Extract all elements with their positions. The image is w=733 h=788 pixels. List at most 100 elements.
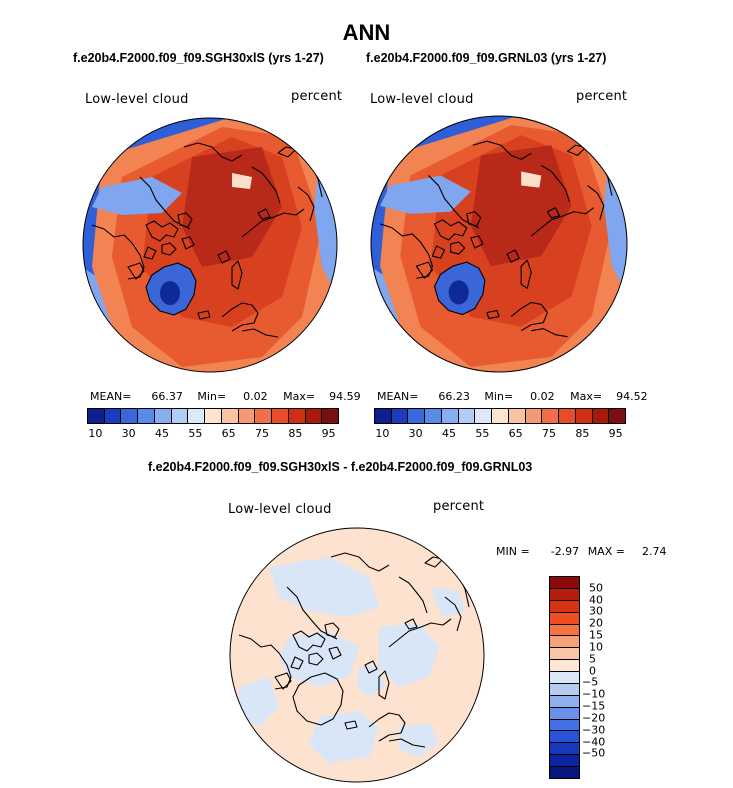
coastline <box>181 236 195 250</box>
coastline <box>127 262 145 280</box>
field-pale-spot <box>521 171 542 188</box>
coastline <box>472 140 532 160</box>
colorbar-swatch <box>559 409 576 423</box>
colorbar-swatch <box>154 409 172 423</box>
coastline <box>506 249 520 263</box>
field-negative-region <box>357 665 385 697</box>
colorbar-swatch <box>322 409 339 423</box>
coastline <box>290 656 304 670</box>
coastline <box>531 328 568 338</box>
coastline <box>364 660 378 674</box>
colorbar-swatch <box>221 409 239 423</box>
coastlines <box>238 552 470 748</box>
min-label: Min= <box>484 390 514 403</box>
map-field <box>83 118 337 372</box>
panel-1-colorbar <box>87 408 339 424</box>
diff-min-value: -2.97 <box>550 545 580 558</box>
colorbar-swatch <box>550 683 579 696</box>
colorbar-swatch <box>375 409 392 423</box>
coastlines <box>91 142 323 338</box>
field-deep-red <box>470 145 572 267</box>
panel-2-units-label: percent <box>576 89 628 104</box>
colorbar-tick-label: 40 <box>589 593 603 607</box>
colorbar-swatch <box>441 409 459 423</box>
coastline <box>530 207 595 237</box>
coastline <box>546 207 561 219</box>
diff-colorbar <box>549 576 580 779</box>
coastline <box>486 309 500 320</box>
max-value: 94.52 <box>616 390 648 403</box>
colorbar-swatch <box>272 409 289 423</box>
colorbar-tick-label: −50 <box>582 746 606 760</box>
field-negative-region <box>429 587 465 617</box>
coastline <box>274 672 292 690</box>
coastline <box>398 576 428 614</box>
coastline <box>433 219 468 241</box>
panel-1-colorbar-ticks: 10 30 45 55 65 75 85 95 <box>87 427 337 441</box>
mean-value: 66.23 <box>438 390 470 403</box>
colorbar-tick-label: 20 <box>589 616 603 630</box>
coastline <box>520 259 532 289</box>
coastline <box>378 670 390 700</box>
panel-2-colorbar-ticks: 10 30 45 55 65 75 85 95 <box>374 427 624 441</box>
coastline <box>217 250 231 264</box>
coastline <box>330 552 390 572</box>
panel-2-colorbar <box>374 408 626 424</box>
coastline <box>292 630 326 652</box>
coastline <box>344 720 358 730</box>
panel-1-polar-map <box>82 117 338 373</box>
colorbar-swatch <box>550 624 579 637</box>
colorbar-tick-label: 50 <box>589 581 603 595</box>
colorbar-swatch <box>121 409 139 423</box>
colorbar-swatch <box>575 409 593 423</box>
mean-label: MEAN= <box>90 390 132 403</box>
colorbar-swatch <box>508 409 526 423</box>
coastline <box>251 166 281 204</box>
diff-min-label: MIN = <box>496 545 530 558</box>
diff-units-label: percent <box>433 499 485 514</box>
coastline <box>510 301 548 332</box>
colorbar-swatch <box>592 409 610 423</box>
coastline <box>221 302 259 332</box>
coastline <box>145 262 197 316</box>
coastline <box>587 185 605 220</box>
coastline <box>541 164 571 202</box>
colorbar-swatch <box>550 767 579 778</box>
field-nw-blue <box>92 177 182 215</box>
coastline <box>292 672 344 726</box>
min-value: 0.02 <box>243 390 268 403</box>
colorbar-tick-label: 95 <box>608 427 623 440</box>
coastline <box>444 596 462 632</box>
figure-title: ANN <box>342 20 391 45</box>
colorbar-tick-label: 45 <box>155 427 169 440</box>
map-outline <box>82 117 338 373</box>
coastline <box>388 738 426 748</box>
colorbar-tick-label: 0 <box>589 664 596 678</box>
colorbar-swatch <box>550 588 579 601</box>
map-field <box>230 528 484 782</box>
colorbar-tick-label: 30 <box>121 427 136 440</box>
coastline <box>433 261 486 316</box>
colorbar-swatch <box>188 409 206 423</box>
coastline <box>368 712 406 742</box>
coastline <box>466 211 482 227</box>
colorbar-swatch <box>550 719 579 732</box>
diff-variable-label: Low-level cloud <box>228 502 332 517</box>
coastline <box>231 260 243 290</box>
colorbar-swatch <box>550 612 579 625</box>
field-nw-blue <box>380 175 471 214</box>
colorbar-swatch <box>550 636 579 649</box>
colorbar-tick-label: 95 <box>321 427 336 440</box>
coastline <box>328 646 342 660</box>
colorbar-swatch <box>550 707 579 720</box>
colorbar-tick-label: 75 <box>542 427 556 440</box>
map-outline <box>370 115 628 373</box>
colorbar-swatch <box>550 660 579 672</box>
colorbar-tick-label: 85 <box>288 427 303 440</box>
coastline <box>404 618 418 630</box>
panel-1-title: f.e20b4.F2000.f09_f09.SGH30xlS (yrs 1-27… <box>73 51 324 65</box>
colorbar-swatch <box>550 743 579 756</box>
panel-1-units-label: percent <box>291 89 343 104</box>
coastline <box>431 245 446 259</box>
colorbar-swatch <box>550 755 579 767</box>
